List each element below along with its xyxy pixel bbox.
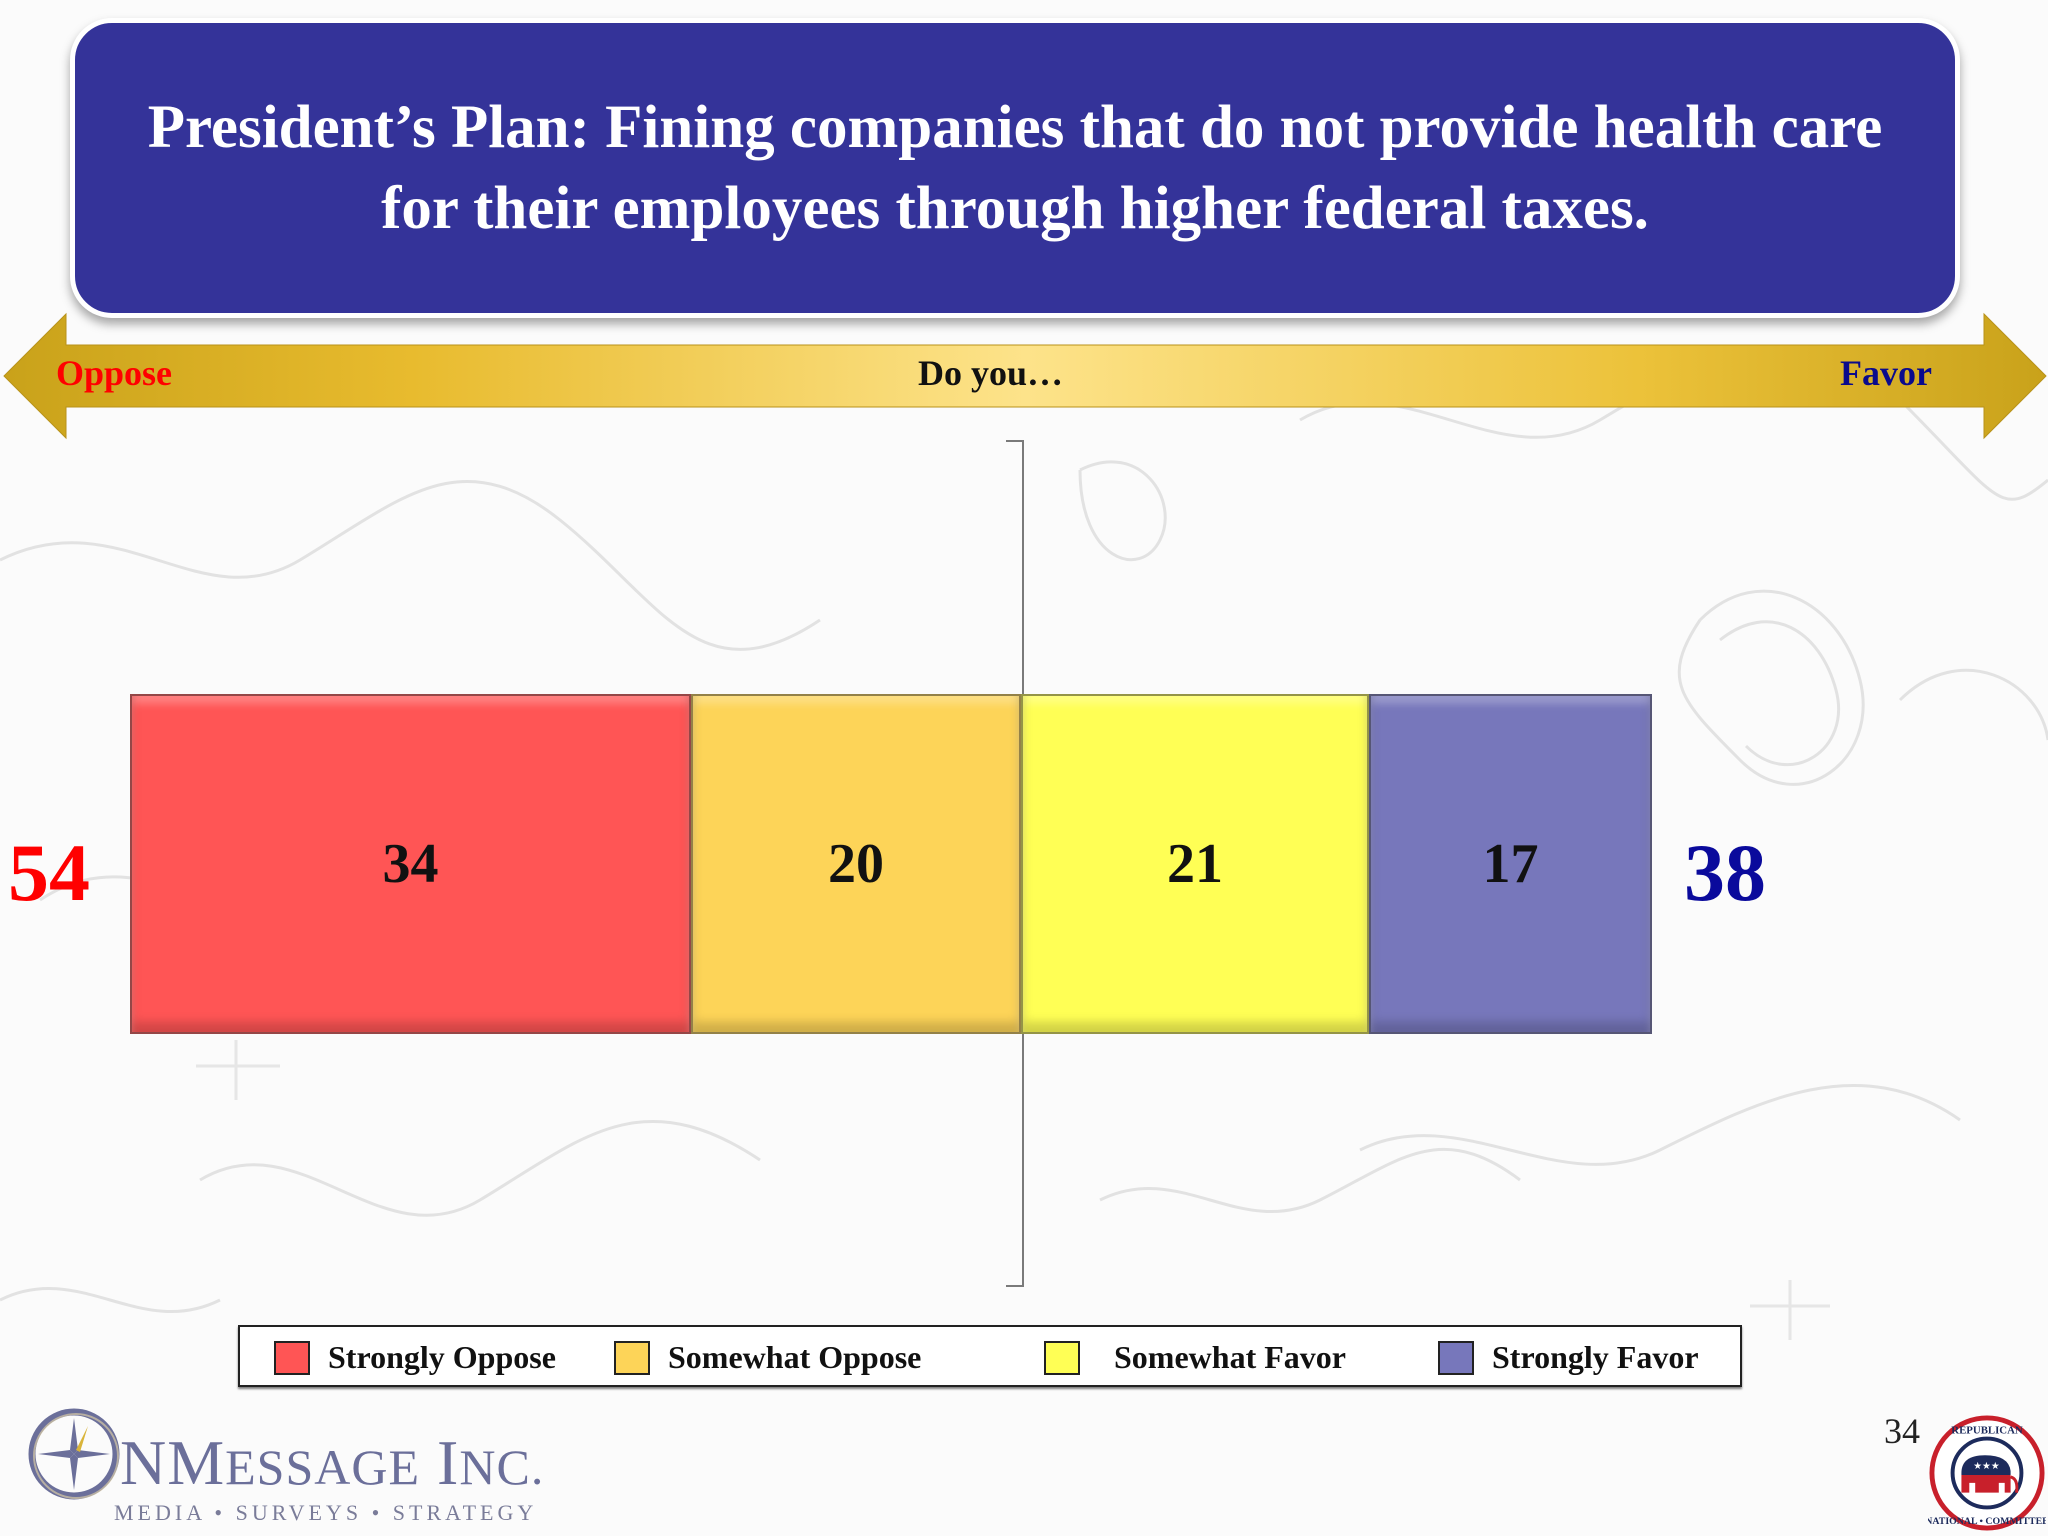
- legend-swatch-icon: [614, 1340, 650, 1375]
- legend-label: Somewhat Favor: [1114, 1339, 1346, 1375]
- legend-swatch-icon: [274, 1340, 310, 1375]
- slide-title-box: President’s Plan: Fining companies that …: [70, 18, 1960, 318]
- stacked-bar: 34 20 21 17: [130, 694, 1652, 1034]
- onmessage-logo: NMESSAGE INC. MEDIA • SURVEYS • STRATEGY: [22, 1402, 545, 1532]
- bar-segment-strongly-oppose: 34: [130, 694, 691, 1034]
- legend-swatch-icon: [1044, 1340, 1080, 1375]
- bar-segment-somewhat-oppose: 20: [691, 694, 1021, 1034]
- legend-item-somewhat-favor: Somewhat Favor: [1044, 1339, 1346, 1376]
- legend-label: Strongly Oppose: [328, 1339, 556, 1375]
- page-number: 34: [1884, 1411, 1920, 1451]
- rnc-seal-icon: ★★★ REPUBLICAN NATIONAL • COMMITTEE: [1928, 1415, 2046, 1531]
- net-oppose-total: 54: [8, 827, 90, 918]
- legend-item-strongly-oppose: Strongly Oppose: [274, 1339, 556, 1376]
- compass-icon: [28, 1408, 120, 1500]
- axis-tick-top: [1006, 440, 1024, 442]
- chart-legend: Strongly Oppose Somewhat Oppose Somewhat…: [238, 1325, 1742, 1387]
- question-label: Do you…: [918, 353, 1064, 393]
- net-favor-total: 38: [1684, 827, 1766, 918]
- svg-text:NATIONAL • COMMITTEE: NATIONAL • COMMITTEE: [1928, 1516, 2046, 1527]
- slide-title: President’s Plan: Fining companies that …: [147, 94, 1883, 242]
- axis-tick-bottom: [1006, 1285, 1024, 1287]
- legend-label: Strongly Favor: [1492, 1339, 1699, 1375]
- legend-swatch-icon: [1438, 1340, 1474, 1375]
- logo-tagline: MEDIA • SURVEYS • STRATEGY: [114, 1500, 538, 1525]
- logo-wordmark: NMESSAGE INC.: [120, 1427, 545, 1498]
- legend-item-somewhat-oppose: Somewhat Oppose: [614, 1339, 921, 1376]
- svg-text:★★★: ★★★: [1973, 1461, 2000, 1472]
- svg-text:REPUBLICAN: REPUBLICAN: [1951, 1425, 2023, 1437]
- legend-label: Somewhat Oppose: [668, 1339, 922, 1375]
- oppose-label: Oppose: [56, 353, 173, 393]
- bar-segment-strongly-favor: 17: [1369, 694, 1652, 1034]
- favor-label: Favor: [1840, 353, 1932, 393]
- legend-item-strongly-favor: Strongly Favor: [1438, 1339, 1699, 1376]
- oppose-favor-arrow: [3, 312, 2047, 440]
- bar-segment-somewhat-favor: 21: [1021, 694, 1369, 1034]
